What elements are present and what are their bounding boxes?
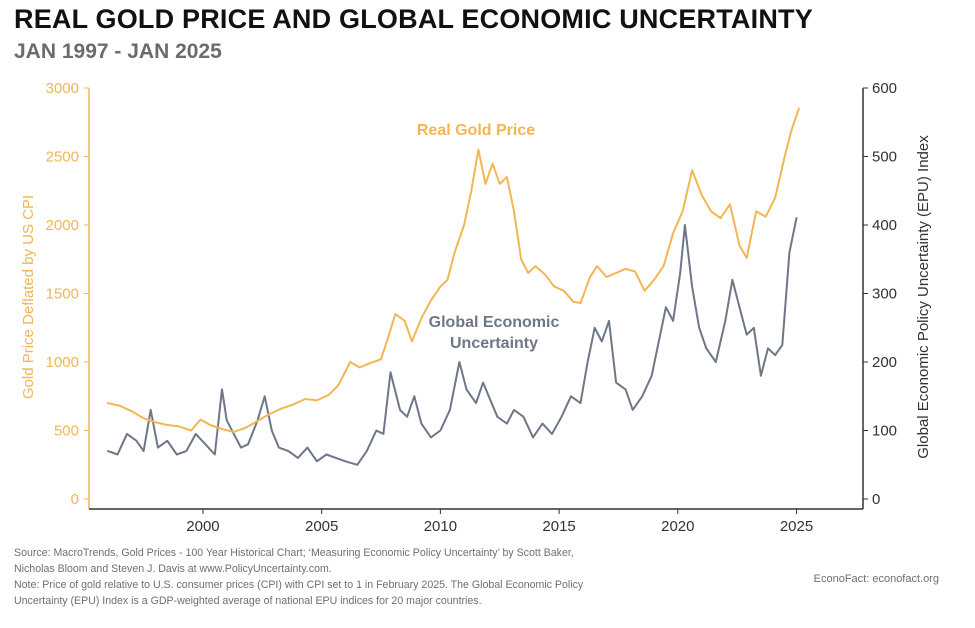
footer-notes: Source: MacroTrends, Gold Prices - 100 Y… bbox=[14, 545, 734, 609]
series-line-epu bbox=[107, 217, 798, 466]
x-tick-label: 2000 bbox=[186, 518, 219, 535]
left-tick-label: 1500 bbox=[46, 286, 79, 303]
right-tick-label: 500 bbox=[872, 149, 897, 166]
x-tick-label: 2015 bbox=[542, 518, 575, 535]
note-line-2: Uncertainty (EPU) Index is a GDP-weighte… bbox=[14, 595, 482, 607]
right-axis-title: Global Economic Policy Uncertainty (EPU)… bbox=[915, 135, 932, 459]
annotation-global-economic: Global Economic bbox=[429, 314, 560, 331]
left-tick-label: 2000 bbox=[46, 217, 79, 234]
left-tick-label: 1000 bbox=[46, 354, 79, 371]
plot-area: 0 500 1000 1500 2000 2500 3000 0 100 200 300 400 500… bbox=[46, 80, 897, 535]
right-tick-label: 100 bbox=[872, 423, 897, 440]
right-tick-label: 600 bbox=[872, 80, 897, 97]
source-line-1: Source: MacroTrends, Gold Prices - 100 Y… bbox=[14, 547, 574, 559]
x-tick-label: 2010 bbox=[424, 518, 457, 535]
left-tick-label: 0 bbox=[71, 491, 79, 508]
left-axis-title: Gold Price Deflated by US CPI bbox=[20, 195, 37, 399]
x-tick-label: 2020 bbox=[661, 518, 694, 535]
source-line-2: Nicholas Bloom and Steven J. Davis at ww… bbox=[14, 563, 332, 575]
annotation-uncertainty: Uncertainty bbox=[450, 335, 538, 352]
right-tick-label: 400 bbox=[872, 217, 897, 234]
series-line-gold bbox=[107, 107, 800, 433]
note-line-1: Note: Price of gold relative to U.S. con… bbox=[14, 579, 584, 591]
right-tick-label: 0 bbox=[872, 491, 880, 508]
x-tick-label: 2005 bbox=[305, 518, 338, 535]
left-tick-label: 2500 bbox=[46, 149, 79, 166]
annotation-real-gold-price: Real Gold Price bbox=[417, 122, 535, 139]
right-tick-label: 200 bbox=[872, 354, 897, 371]
left-tick-label: 500 bbox=[54, 423, 79, 440]
page-title: REAL GOLD PRICE AND GLOBAL ECONOMIC UNCE… bbox=[14, 4, 813, 34]
left-tick-label: 3000 bbox=[46, 80, 79, 97]
chart: 0 500 1000 1500 2000 2500 3000 0 100 200 300 400 500… bbox=[20, 80, 932, 535]
right-tick-label: 300 bbox=[872, 286, 897, 303]
x-tick-label: 2025 bbox=[780, 518, 813, 535]
page-subtitle: JAN 1997 - JAN 2025 bbox=[14, 40, 222, 63]
credit: EconoFact: econofact.org bbox=[813, 573, 939, 585]
